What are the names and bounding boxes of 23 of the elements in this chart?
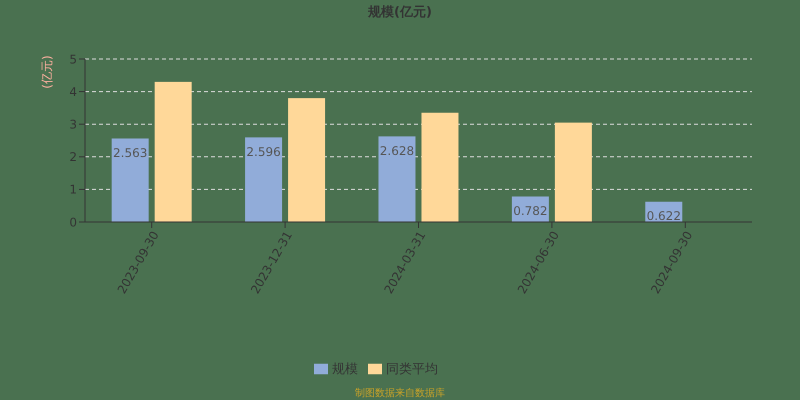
data-label: 2.628 — [380, 144, 414, 158]
text: 制图数据来自数据库 — [354, 386, 446, 400]
y-tick-label: 4 — [69, 84, 77, 99]
data-label: 2.563 — [113, 146, 148, 160]
y-tick-label: 5 — [69, 52, 77, 66]
y-axis-title: (亿元) — [39, 54, 55, 91]
y-tick-label: 3 — [69, 117, 77, 132]
bar — [154, 82, 192, 222]
y-tick-label: 2 — [69, 150, 77, 164]
y-tick-label: 1 — [69, 182, 77, 197]
bar — [378, 136, 416, 222]
legend-label: 规模 — [332, 362, 358, 377]
bar — [112, 138, 149, 222]
bar — [288, 98, 326, 222]
bar — [554, 122, 592, 222]
data-label: 2.596 — [246, 144, 281, 159]
bar — [245, 137, 282, 222]
bar — [421, 112, 458, 222]
legend-label: 同类平均 — [386, 362, 438, 377]
y-tick-label: 0 — [69, 215, 77, 230]
data-label: 0.782 — [513, 204, 548, 218]
data-label: 0.622 — [646, 209, 681, 224]
chart-title: 规模(亿元) — [366, 4, 433, 21]
